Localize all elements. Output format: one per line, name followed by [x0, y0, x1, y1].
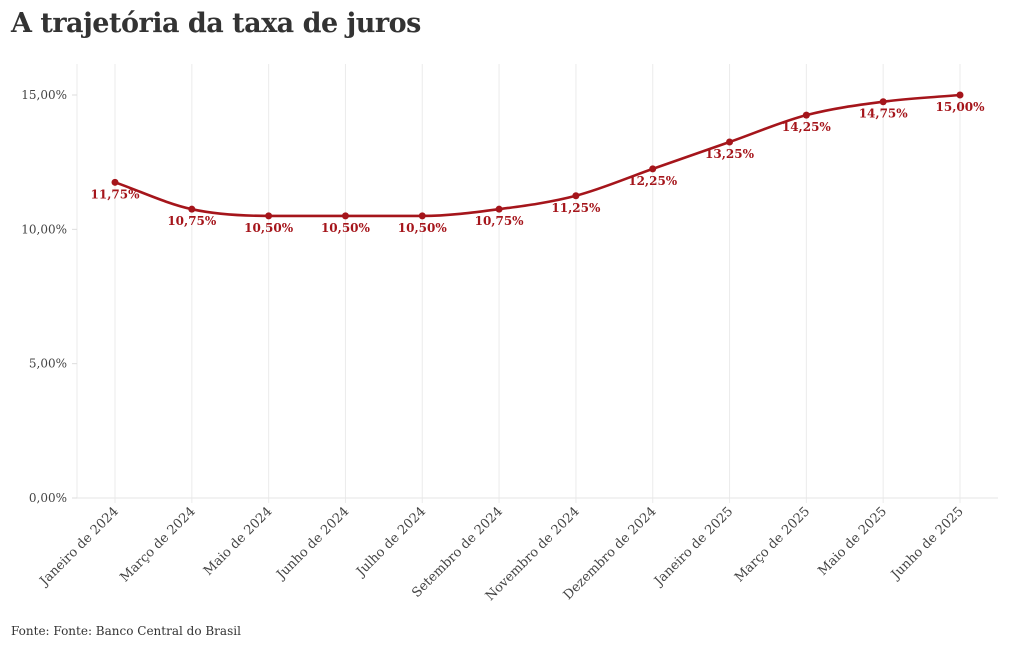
- data-point: [956, 91, 964, 99]
- data-label: 10,75%: [167, 214, 217, 228]
- data-point: [265, 212, 273, 220]
- data-point: [188, 205, 196, 213]
- data-point: [726, 138, 734, 146]
- y-tick-label: 5,00%: [29, 357, 67, 371]
- y-tick-label: 15,00%: [21, 88, 67, 102]
- data-point: [649, 165, 657, 173]
- data-label: 11,25%: [551, 201, 601, 215]
- x-tick-label: Março de 2024: [118, 504, 199, 585]
- data-label: 10,50%: [398, 221, 448, 235]
- x-tick-label: Junho de 2024: [273, 504, 353, 584]
- data-label: 13,25%: [705, 147, 755, 161]
- x-tick-label: Maio de 2024: [201, 504, 276, 579]
- data-point: [572, 192, 580, 200]
- y-tick-label: 10,00%: [21, 222, 67, 236]
- data-label: 11,75%: [91, 187, 141, 201]
- data-label: 15,00%: [936, 100, 986, 114]
- x-tick-label: Janeiro de 2024: [36, 504, 122, 590]
- x-tick-label: Maio de 2025: [815, 504, 890, 579]
- data-label: 10,75%: [475, 214, 525, 228]
- y-tick-label: 0,00%: [29, 491, 67, 505]
- data-label: 10,50%: [321, 221, 371, 235]
- data-point: [879, 98, 887, 106]
- data-label: 12,25%: [628, 174, 678, 188]
- x-tick-label: Julho de 2024: [353, 504, 430, 581]
- x-tick-label: Junho de 2025: [887, 504, 967, 584]
- x-tick-label: Março de 2025: [732, 504, 813, 585]
- series-line: [114, 93, 961, 218]
- data-point: [111, 178, 119, 186]
- data-point: [418, 212, 426, 220]
- source-note: Fonte: Fonte: Banco Central do Brasil: [11, 624, 241, 638]
- data-point: [341, 212, 349, 220]
- chart-title: A trajetória da taxa de juros: [11, 8, 421, 39]
- data-label: 14,75%: [859, 107, 909, 121]
- data-point: [802, 111, 810, 119]
- data-label: 10,50%: [244, 221, 294, 235]
- x-tick-label: Janeiro de 2025: [650, 504, 736, 590]
- data-label: 14,25%: [782, 120, 832, 134]
- data-point: [495, 205, 503, 213]
